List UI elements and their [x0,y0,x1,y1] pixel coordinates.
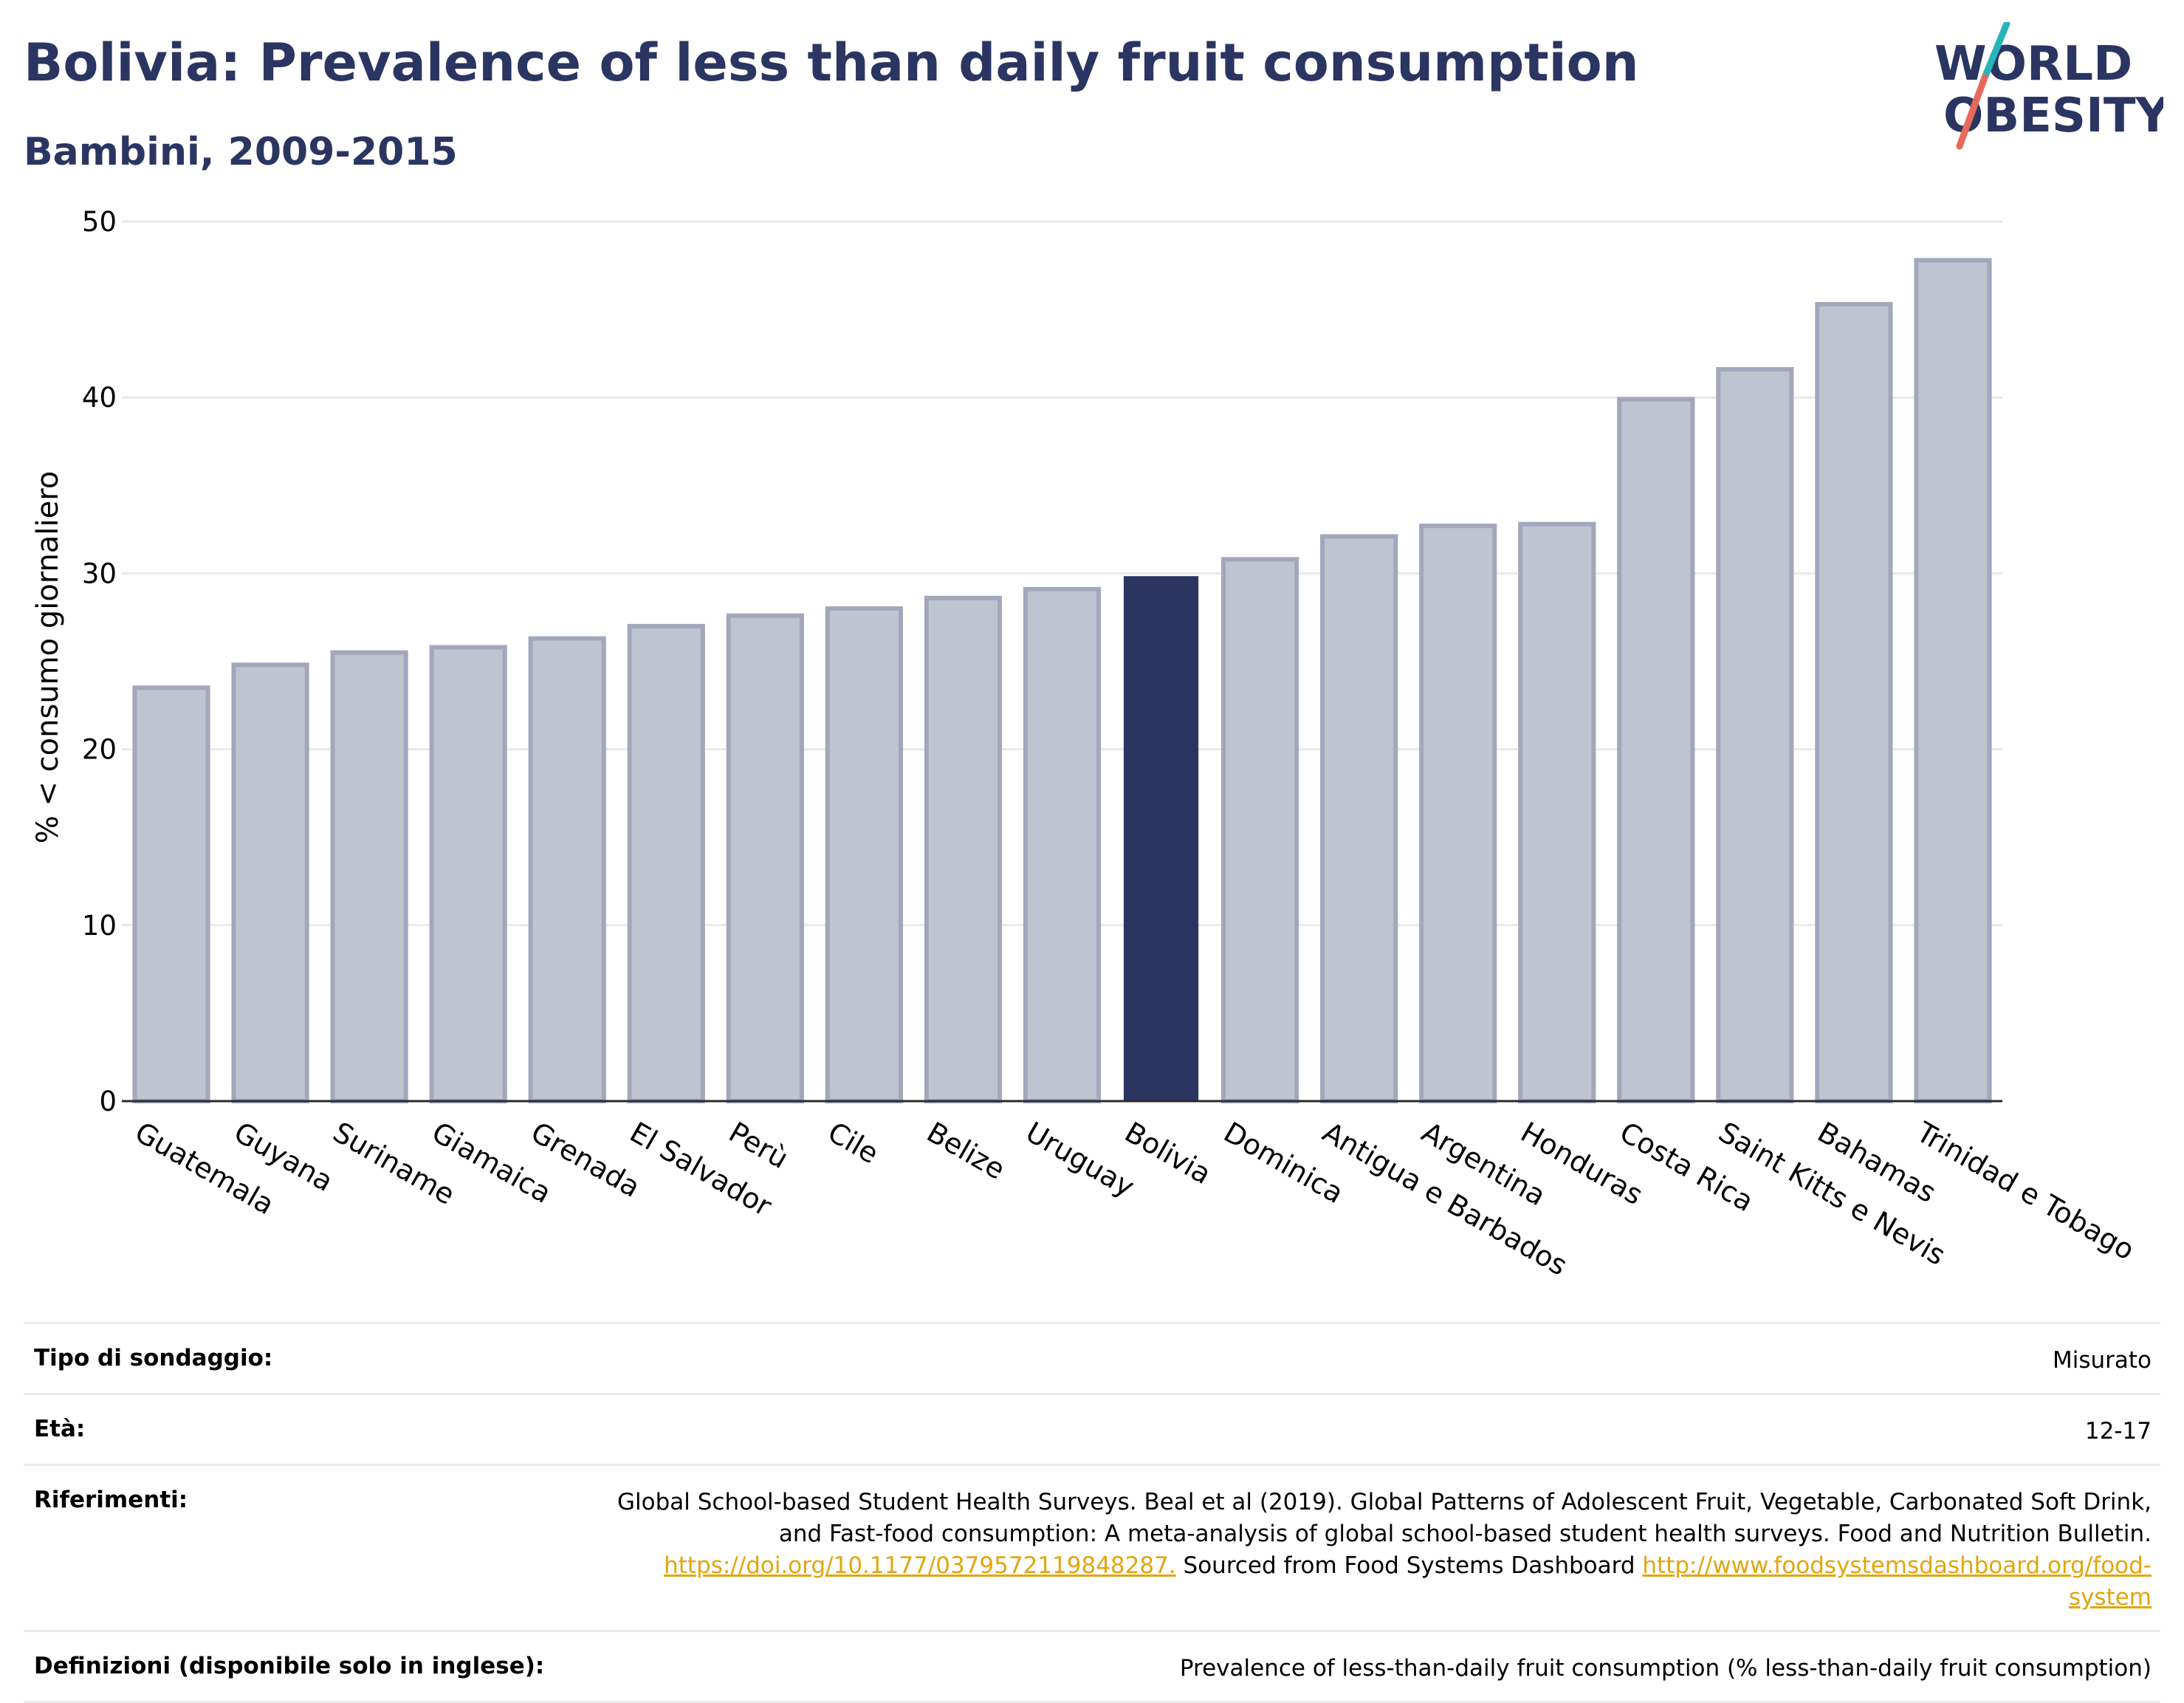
definitions-value: Prevalence of less-than-daily fruit cons… [1179,1655,2152,1682]
bar-belize[interactable] [924,595,1003,1103]
y-tick-label: 0 [99,1086,117,1117]
bar-bolivia[interactable] [1123,576,1199,1102]
bar-trinidad-e-tobago[interactable] [1914,258,1992,1103]
bar-per-[interactable] [726,613,804,1103]
bar-honduras[interactable] [1518,521,1596,1104]
y-tick-label: 30 [82,558,117,589]
y-tick-label: 20 [82,734,117,766]
dashboard-link-part-2[interactable]: system [2068,1584,2152,1611]
y-tick-label: 10 [82,910,117,942]
bars [132,258,1992,1104]
bar-uruguay[interactable] [1023,586,1102,1103]
meta-row-age: Età: 12-17 [24,1393,2160,1464]
world-obesity-logo[interactable]: WORLD OBESITY [1927,22,2163,155]
bar-antigua-e-barbados[interactable] [1320,534,1398,1103]
x-tick-label: Cile [823,1116,885,1171]
references-value: Global School-based Student Health Surve… [617,1487,2152,1614]
bar-argentina[interactable] [1419,524,1497,1103]
meta-row-survey-type: Tipo di sondaggio: Misurato [24,1322,2160,1393]
references-line-2: and Fast-food consumption: A meta-analys… [778,1521,2152,1547]
bar-el-salvador[interactable] [627,623,705,1103]
meta-row-definitions: Definizioni (disponibile solo in inglese… [24,1630,2160,1703]
bar-costa-rica[interactable] [1617,397,1695,1104]
bar-bahamas[interactable] [1815,301,1893,1104]
bar-cile[interactable] [825,606,903,1103]
chart-subtitle: Bambini, 2009-2015 [24,130,458,174]
y-axis-label: % < consumo giornaliero [31,471,65,844]
references-label: Riferimenti: [34,1487,188,1513]
references-mid-text: Sourced from Food Systems Dashboard [1175,1552,1643,1579]
dashboard-link-part-1[interactable]: http://www.foodsystemsdashboard.org/food… [1642,1552,2152,1579]
survey-type-value: Misurato [2052,1347,2152,1374]
age-value: 12-17 [2084,1418,2152,1445]
survey-type-label: Tipo di sondaggio: [34,1345,273,1371]
bar-grenada[interactable] [528,636,606,1103]
x-tick-label: Belize [921,1116,1011,1186]
bar-guatemala[interactable] [132,685,210,1103]
y-tick-label: 50 [82,206,117,238]
metadata-table: Tipo di sondaggio: Misurato Età: 12-17 R… [24,1322,2160,1703]
x-tick-label: Perù [724,1116,794,1175]
y-tick-label: 40 [82,382,117,414]
definitions-label: Definizioni (disponibile solo in inglese… [34,1653,545,1679]
logo-slash-bottom [1956,74,1988,150]
age-label: Età: [34,1416,86,1442]
x-axis-ticks: GuatemalaGuyanaSurinameGiamaicaGrenadaEl… [130,1115,2140,1282]
x-tick-label: Uruguay [1020,1116,1140,1204]
y-axis-ticks: 0 10 20 30 40 50 [82,206,117,1117]
bar-suriname[interactable] [330,650,408,1103]
doi-link[interactable]: https://doi.org/10.1177/0379572119848287… [664,1552,1176,1579]
references-line-1: Global School-based Student Health Surve… [617,1489,2152,1515]
logo-line-world: WORLD [1934,37,2132,92]
bar-dominica[interactable] [1221,557,1299,1103]
chart-title: Bolivia: Prevalence of less than daily f… [24,32,1639,93]
bar-chart: 0 10 20 30 40 50 GuatemalaGuyanaSurinameGiama… [31,206,2140,1282]
logo-slash-top [1981,22,2010,81]
meta-row-references: Riferimenti: Global School-based Student… [24,1464,2160,1630]
bar-giamaica[interactable] [429,645,507,1103]
bar-saint-kitts-e-nevis[interactable] [1716,367,1794,1103]
bar-guyana[interactable] [231,662,309,1103]
